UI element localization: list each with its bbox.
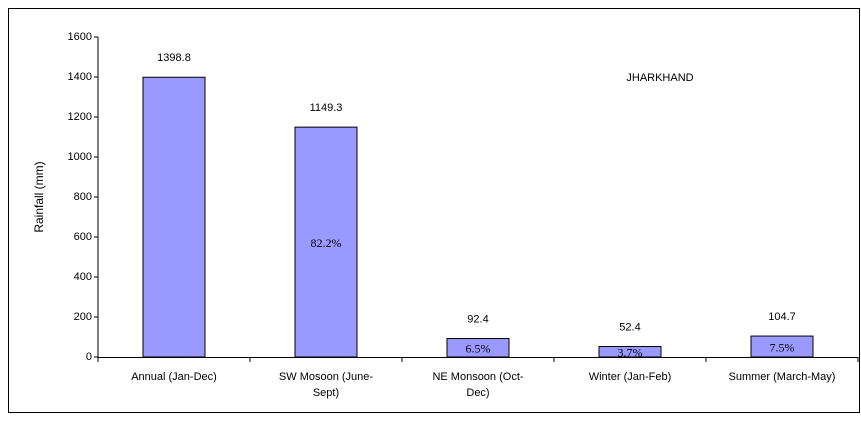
y-tick-label: 200 [74,311,92,323]
bar [294,126,358,358]
chart-annotation: JHARKHAND [626,72,693,84]
bar-label: 7.5% [770,340,795,354]
x-tick-label: Summer (March-May) [729,371,836,383]
value-label: 92.4 [467,313,488,325]
bar-label: 3.7% [618,346,643,360]
bar-label: 6.5% [466,342,491,356]
chart-border [8,8,860,413]
value-label: 1149.3 [310,102,343,114]
y-tick-label: 800 [74,191,92,203]
y-tick-label: 1400 [68,71,92,83]
value-label: 104.7 [768,311,796,323]
y-tick-label: 0 [86,351,92,363]
y-tick-label: 600 [74,231,92,243]
x-tick-label: NE Monsoon (Oct-Dec) [432,371,523,399]
value-label: 52.4 [619,321,640,333]
x-tick-label: Annual (Jan-Dec) [131,371,217,383]
y-tick-label: 1200 [68,111,92,123]
bar-label: 82.2% [311,236,342,250]
y-axis-label: Rainfall (mm) [32,161,46,232]
bar [446,338,510,358]
y-tick-label: 1600 [68,31,92,43]
y-tick-label: 1000 [68,151,92,163]
bar [142,76,206,358]
x-tick-label: SW Mosoon (June-Sept) [279,371,373,399]
bar [598,346,662,358]
value-label: 1398.8 [157,52,191,64]
bar [750,335,814,358]
x-tick-label: Winter (Jan-Feb) [589,371,672,383]
y-tick-label: 400 [74,271,92,283]
